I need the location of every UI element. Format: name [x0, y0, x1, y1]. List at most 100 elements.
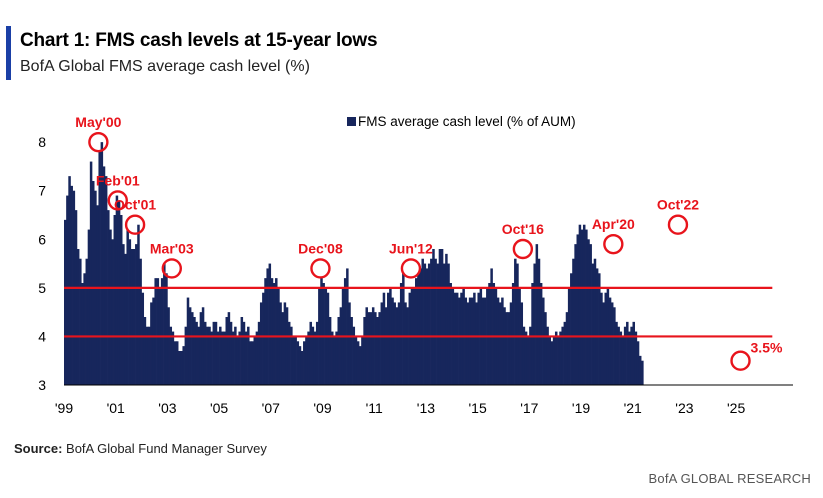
chart-title: Chart 1: FMS cash levels at 15-year lows — [20, 30, 378, 51]
bar — [264, 278, 267, 385]
bar — [533, 263, 536, 385]
bar — [251, 341, 254, 385]
annotation-circle — [161, 258, 182, 279]
bar — [309, 321, 312, 385]
bar — [154, 278, 157, 385]
bar — [384, 307, 388, 385]
y-tick-label: 4 — [38, 328, 46, 344]
x-tick-label: '19 — [572, 400, 590, 416]
bar — [475, 302, 478, 385]
bar — [186, 297, 190, 385]
bar — [242, 321, 246, 385]
bar — [630, 326, 633, 385]
bar — [113, 215, 117, 385]
bar — [580, 229, 584, 385]
bar — [529, 326, 532, 385]
bar — [259, 302, 263, 385]
bar — [600, 292, 603, 385]
bar — [561, 326, 564, 385]
bar — [546, 326, 549, 385]
bar — [303, 341, 306, 385]
annotation-label: Dec'08 — [298, 240, 343, 256]
bar — [371, 307, 375, 385]
bar — [488, 283, 491, 385]
bar — [240, 317, 244, 385]
bar — [163, 263, 166, 385]
annotation-circle — [400, 258, 422, 279]
bar — [563, 321, 567, 385]
bar — [236, 336, 239, 385]
bar — [574, 244, 577, 385]
bar — [613, 307, 616, 385]
annotation-label: Oct'16 — [502, 221, 544, 237]
x-tick-label: '07 — [262, 400, 280, 416]
bar — [298, 346, 302, 385]
annotation-label: Apr'20 — [592, 216, 635, 232]
bar — [617, 326, 620, 385]
bar — [544, 312, 547, 385]
bar — [634, 331, 638, 385]
bar — [466, 302, 470, 385]
bar — [557, 336, 560, 385]
x-tick-label: '23 — [675, 400, 693, 416]
annotation-label: Feb'01 — [96, 172, 140, 188]
annotation-circle — [512, 238, 534, 260]
bar — [313, 331, 317, 385]
bar — [438, 249, 442, 385]
bar — [365, 307, 368, 385]
legend-label: FMS average cash level (% of AUM) — [358, 114, 576, 129]
bar — [76, 249, 80, 385]
bar — [391, 297, 394, 385]
bar — [505, 312, 508, 385]
bar — [582, 224, 586, 385]
bar — [455, 292, 459, 385]
bar — [352, 326, 356, 385]
bar — [559, 331, 562, 385]
bar — [570, 273, 573, 385]
annotation-circle — [667, 214, 689, 235]
bar — [490, 268, 493, 385]
bar — [191, 312, 194, 385]
bar — [141, 292, 145, 385]
bar — [445, 253, 448, 385]
bar — [542, 297, 545, 385]
bar — [628, 331, 631, 385]
bar — [509, 302, 513, 385]
annotation-label: Oct'22 — [657, 197, 699, 213]
bar — [436, 263, 440, 385]
bar — [294, 336, 297, 385]
bar — [167, 307, 170, 385]
bar — [85, 258, 89, 385]
bar — [152, 297, 155, 385]
bar — [326, 292, 330, 385]
bar — [111, 239, 114, 385]
bar — [296, 341, 300, 385]
bar — [404, 302, 407, 385]
bar — [126, 229, 129, 385]
bar — [585, 229, 588, 385]
bar — [641, 360, 644, 385]
bar — [68, 176, 71, 385]
bar — [376, 317, 379, 385]
bar — [501, 297, 504, 385]
bar — [96, 205, 99, 385]
bar — [210, 331, 213, 385]
bar — [335, 331, 338, 385]
bar — [333, 336, 336, 385]
bar — [268, 263, 272, 385]
annotation-circle — [730, 350, 751, 371]
bar — [145, 326, 149, 385]
bar — [632, 321, 635, 385]
bar — [266, 268, 269, 385]
bar — [270, 278, 274, 385]
bar — [427, 263, 431, 385]
bar — [229, 321, 233, 385]
bar — [393, 302, 396, 385]
x-tick-label: '21 — [624, 400, 642, 416]
bar — [367, 312, 371, 385]
bar — [128, 239, 132, 385]
x-tick-label: '13 — [417, 400, 435, 416]
bar — [604, 292, 607, 385]
bar — [238, 331, 241, 385]
bar — [598, 273, 601, 385]
